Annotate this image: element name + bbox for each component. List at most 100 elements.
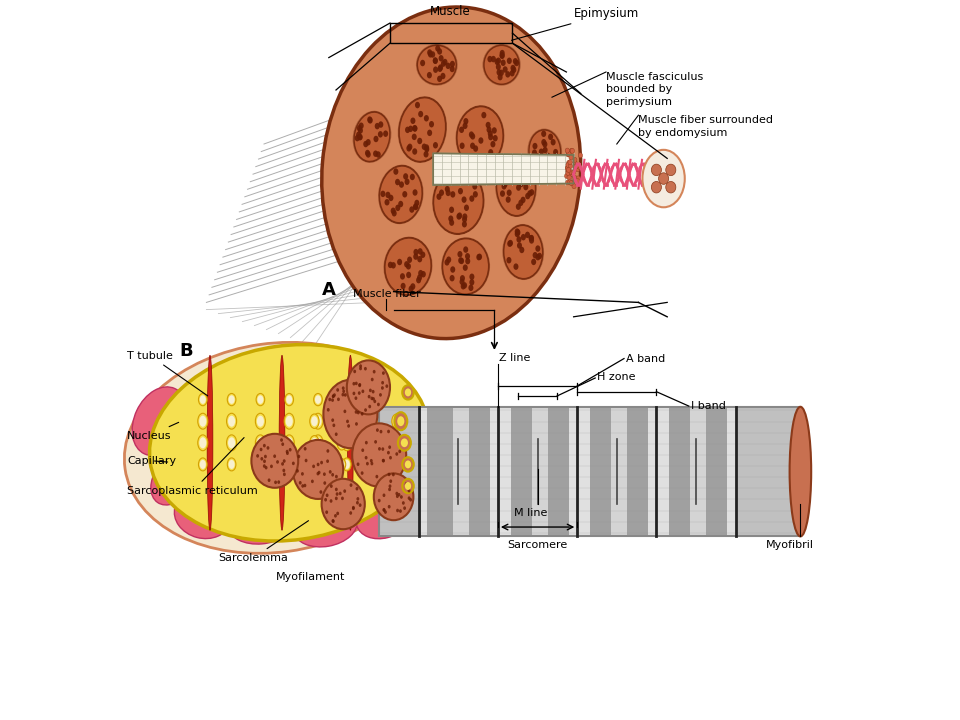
Ellipse shape	[365, 456, 368, 459]
Ellipse shape	[507, 189, 512, 196]
Ellipse shape	[387, 430, 390, 433]
Ellipse shape	[317, 472, 320, 475]
Polygon shape	[637, 407, 642, 536]
Ellipse shape	[570, 148, 574, 153]
Ellipse shape	[489, 149, 493, 156]
Ellipse shape	[356, 132, 361, 138]
Polygon shape	[663, 407, 669, 536]
Ellipse shape	[256, 458, 265, 471]
Ellipse shape	[388, 261, 393, 268]
Ellipse shape	[500, 53, 505, 59]
Ellipse shape	[298, 454, 300, 458]
Ellipse shape	[469, 279, 474, 286]
Ellipse shape	[529, 237, 534, 243]
Polygon shape	[426, 407, 432, 536]
Ellipse shape	[353, 112, 391, 162]
Ellipse shape	[492, 135, 497, 141]
Ellipse shape	[491, 56, 496, 63]
Polygon shape	[558, 407, 564, 536]
Ellipse shape	[301, 472, 304, 476]
Ellipse shape	[566, 152, 571, 157]
Ellipse shape	[541, 130, 546, 137]
Polygon shape	[400, 407, 405, 536]
Ellipse shape	[365, 459, 373, 470]
Polygon shape	[553, 407, 558, 536]
Ellipse shape	[417, 274, 422, 281]
Ellipse shape	[462, 282, 468, 289]
Text: Capillary: Capillary	[128, 456, 177, 466]
Ellipse shape	[382, 459, 385, 462]
Ellipse shape	[457, 251, 463, 258]
Ellipse shape	[383, 508, 386, 512]
Ellipse shape	[531, 258, 537, 265]
Polygon shape	[727, 407, 732, 536]
Ellipse shape	[228, 504, 293, 544]
Ellipse shape	[534, 158, 539, 165]
Ellipse shape	[449, 275, 455, 282]
Polygon shape	[690, 407, 695, 536]
Ellipse shape	[568, 171, 572, 176]
Ellipse shape	[444, 186, 450, 192]
Ellipse shape	[439, 55, 444, 61]
Ellipse shape	[358, 391, 361, 395]
Ellipse shape	[462, 216, 468, 222]
Ellipse shape	[354, 135, 360, 141]
Ellipse shape	[348, 424, 350, 428]
Ellipse shape	[415, 199, 420, 206]
Ellipse shape	[257, 460, 263, 469]
Ellipse shape	[344, 393, 347, 397]
Text: H zone: H zone	[597, 372, 636, 382]
Ellipse shape	[437, 76, 443, 82]
Ellipse shape	[339, 416, 345, 426]
Ellipse shape	[200, 395, 205, 404]
Ellipse shape	[546, 158, 551, 164]
Ellipse shape	[328, 397, 331, 401]
Ellipse shape	[573, 164, 578, 169]
Ellipse shape	[320, 461, 323, 464]
Polygon shape	[384, 407, 390, 536]
Polygon shape	[711, 407, 716, 536]
Ellipse shape	[358, 384, 361, 387]
Polygon shape	[648, 407, 653, 536]
Ellipse shape	[376, 428, 379, 432]
Ellipse shape	[409, 207, 415, 213]
Ellipse shape	[207, 356, 213, 530]
Ellipse shape	[364, 367, 367, 371]
Ellipse shape	[313, 413, 324, 429]
Ellipse shape	[507, 58, 512, 64]
Ellipse shape	[332, 519, 335, 523]
Ellipse shape	[578, 165, 582, 170]
Ellipse shape	[511, 65, 516, 71]
Ellipse shape	[564, 174, 569, 179]
Ellipse shape	[336, 512, 339, 516]
Ellipse shape	[399, 181, 404, 188]
Ellipse shape	[503, 225, 543, 279]
Ellipse shape	[518, 167, 523, 174]
Polygon shape	[669, 407, 674, 536]
Ellipse shape	[578, 153, 583, 158]
Ellipse shape	[576, 176, 581, 181]
Ellipse shape	[413, 253, 419, 260]
Ellipse shape	[200, 437, 206, 449]
Ellipse shape	[352, 392, 355, 395]
Ellipse shape	[566, 152, 570, 157]
Ellipse shape	[366, 438, 372, 448]
Ellipse shape	[566, 167, 571, 172]
Ellipse shape	[443, 59, 447, 66]
Ellipse shape	[499, 70, 504, 76]
Ellipse shape	[403, 174, 408, 180]
Ellipse shape	[410, 283, 416, 289]
Ellipse shape	[257, 395, 263, 404]
Ellipse shape	[385, 199, 390, 205]
Ellipse shape	[516, 204, 521, 210]
Ellipse shape	[449, 66, 455, 72]
Ellipse shape	[510, 70, 515, 76]
Ellipse shape	[463, 213, 468, 220]
Polygon shape	[795, 407, 801, 536]
Ellipse shape	[469, 195, 474, 202]
Ellipse shape	[412, 125, 418, 132]
Ellipse shape	[270, 464, 273, 468]
Ellipse shape	[497, 74, 503, 81]
Ellipse shape	[502, 181, 508, 188]
Ellipse shape	[405, 482, 411, 490]
